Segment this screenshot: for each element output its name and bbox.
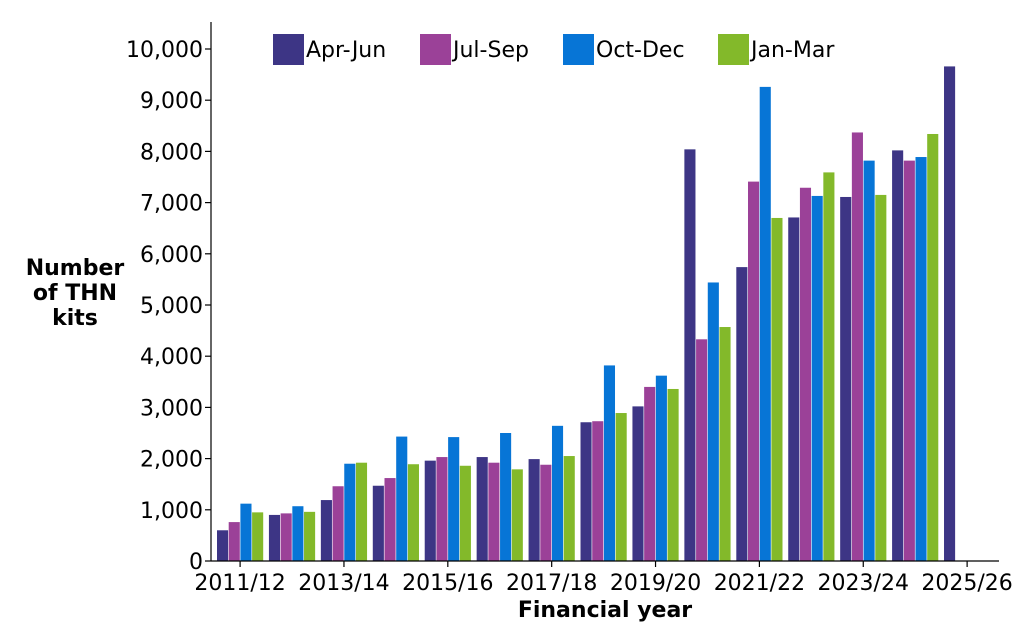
bar-Apr-Jun-2019/20 <box>632 406 644 561</box>
y-tick-label: 4,000 <box>140 345 203 370</box>
bar-Apr-Jun-2015/16 <box>424 460 436 561</box>
bar-Jan-Mar-2016/17 <box>511 469 523 561</box>
x-tick-label: 2015/16 <box>402 571 493 596</box>
bar-Jan-Mar-2023/24 <box>875 194 887 562</box>
bar-Jul-Sep-2013/14 <box>332 486 344 561</box>
bar-Apr-Jun-2022/23 <box>788 217 800 561</box>
bar-Apr-Jun-2023/24 <box>840 196 852 561</box>
bar-Oct-Dec-2020/21 <box>707 282 719 561</box>
legend-label-Jul-Sep: Jul-Sep <box>451 38 529 63</box>
bar-Jul-Sep-2018/19 <box>592 421 604 561</box>
y-tick-label: 0 <box>189 550 203 575</box>
y-tick-label: 8,000 <box>140 140 203 165</box>
y-axis-title-line-2: of THN <box>33 281 117 306</box>
bar-Jul-Sep-2022/23 <box>799 187 812 561</box>
bar-Oct-Dec-2019/20 <box>655 375 667 561</box>
x-tick-label: 2011/12 <box>194 571 285 596</box>
bar-Oct-Dec-2017/18 <box>551 425 564 561</box>
bar-Apr-Jun-2011/12 <box>217 530 229 561</box>
y-axis-title-line-3: kits <box>52 306 98 331</box>
bar-Oct-Dec-2013/14 <box>344 463 356 561</box>
y-tick-label: 10,000 <box>126 38 203 63</box>
bar-Oct-Dec-2016/17 <box>500 433 512 561</box>
bar-Jul-Sep-2017/18 <box>540 464 552 561</box>
bar-Oct-Dec-2021/22 <box>759 86 771 561</box>
y-axis-ticks: 0 1,000 2,000 3,000 4,000 5,000 6,000 7,000 8,00… <box>126 38 211 575</box>
x-tick-label: 2019/20 <box>610 571 701 596</box>
bar-Jul-Sep-2015/16 <box>436 457 448 561</box>
bar-Oct-Dec-2011/12 <box>240 503 252 561</box>
bar-Apr-Jun-2024/25 <box>892 150 904 561</box>
y-tick-label: 3,000 <box>140 396 203 421</box>
bar-Jul-Sep-2016/17 <box>488 462 500 561</box>
legend-swatch-Oct-Dec <box>563 34 594 65</box>
y-tick-label: 1,000 <box>140 499 203 524</box>
bars <box>217 66 956 562</box>
bar-Apr-Jun-2018/19 <box>580 422 592 561</box>
bar-Apr-Jun-2013/14 <box>320 500 332 561</box>
x-tick-label: 2025/26 <box>921 571 1012 596</box>
bar-Jan-Mar-2018/19 <box>615 413 627 561</box>
x-tick-label: 2013/14 <box>298 571 389 596</box>
y-tick-label: 9,000 <box>140 89 203 114</box>
bar-Jan-Mar-2021/22 <box>771 217 783 561</box>
legend-label-Jan-Mar: Jan-Mar <box>749 38 835 63</box>
bar-Oct-Dec-2023/24 <box>863 160 875 561</box>
bar-Jan-Mar-2019/20 <box>667 388 679 561</box>
bar-Jul-Sep-2012/13 <box>280 513 292 561</box>
bar-Jan-Mar-2020/21 <box>719 327 731 561</box>
legend-swatch-Apr-Jun <box>273 34 304 65</box>
legend-label-Apr-Jun: Apr-Jun <box>306 38 386 63</box>
x-tick-label: 2017/18 <box>506 571 597 596</box>
bar-Jul-Sep-2023/24 <box>851 132 863 561</box>
bar-Jan-Mar-2011/12 <box>252 512 264 561</box>
bar-Jan-Mar-2013/14 <box>355 462 368 561</box>
bar-Oct-Dec-2022/23 <box>811 195 823 561</box>
bar-Apr-Jun-2012/13 <box>268 514 281 561</box>
y-tick-label: 2,000 <box>140 448 203 473</box>
bar-Jan-Mar-2015/16 <box>459 465 471 561</box>
bar-Jan-Mar-2012/13 <box>304 511 316 561</box>
bar-Jul-Sep-2019/20 <box>644 386 656 561</box>
bar-Oct-Dec-2014/15 <box>396 436 408 561</box>
bar-Jul-Sep-2014/15 <box>384 478 396 561</box>
y-tick-label: 5,000 <box>140 294 203 319</box>
x-tick-label: 2021/22 <box>714 571 805 596</box>
legend-swatch-Jan-Mar <box>718 34 749 65</box>
y-axis-title-line-1: Number <box>26 256 125 281</box>
bar-Jan-Mar-2022/23 <box>823 172 835 561</box>
bar-Jan-Mar-2024/25 <box>927 133 939 562</box>
x-axis-title: Financial year <box>518 598 692 623</box>
bar-Jul-Sep-2020/21 <box>696 339 708 561</box>
bar-Apr-Jun-2016/17 <box>476 457 488 561</box>
bar-Apr-Jun-2021/22 <box>736 267 748 561</box>
bar-Apr-Jun-2017/18 <box>528 459 540 561</box>
bar-Jul-Sep-2011/12 <box>228 522 240 561</box>
legend-swatch-Jul-Sep <box>420 34 451 65</box>
bar-Oct-Dec-2018/19 <box>603 365 616 561</box>
legend-label-Oct-Dec: Oct-Dec <box>596 38 685 63</box>
bar-Jan-Mar-2017/18 <box>563 456 575 561</box>
y-tick-label: 7,000 <box>140 192 203 217</box>
bar-Jul-Sep-2024/25 <box>903 160 915 561</box>
bar-Oct-Dec-2012/13 <box>292 506 304 561</box>
bar-Jan-Mar-2014/15 <box>407 464 419 561</box>
bar-Apr-Jun-2014/15 <box>372 485 384 561</box>
bar-Apr-Jun-2020/21 <box>684 149 696 561</box>
bar-Oct-Dec-2024/25 <box>915 157 927 561</box>
bar-Oct-Dec-2015/16 <box>448 437 460 561</box>
y-tick-label: 6,000 <box>140 243 203 268</box>
bar-Apr-Jun-2025/26 <box>944 66 956 561</box>
legend: Apr-Jun Jul-Sep Oct-Dec Jan-Mar <box>273 34 835 65</box>
bar-Jul-Sep-2021/22 <box>748 181 760 562</box>
x-tick-label: 2023/24 <box>818 571 909 596</box>
x-axis-ticks: 2011/12 2013/14 2015/16 2017/18 2019/20 2021/… <box>194 561 1013 596</box>
